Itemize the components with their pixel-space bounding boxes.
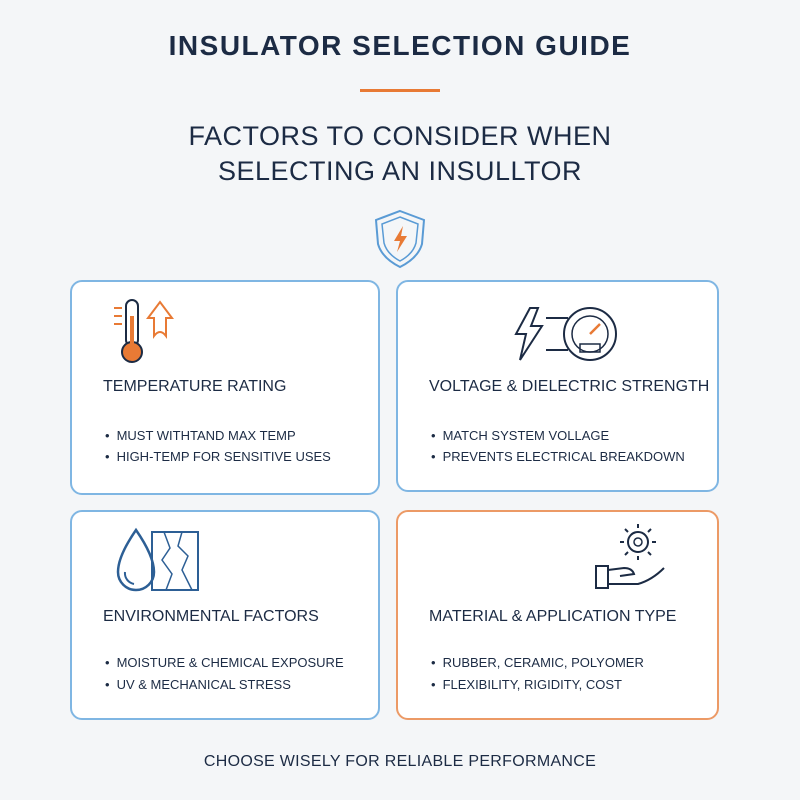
voltage-icon: [514, 307, 617, 361]
card-title: MATERIAL & APPLICATION TYPE: [429, 608, 677, 625]
card: MATERIAL & APPLICATION TYPE RUBBER, CERA…: [396, 510, 719, 720]
bullet: MUST WITHTAND MAX TEMP: [105, 428, 296, 443]
card-title: TEMPERATURE RATING: [103, 378, 287, 395]
bullet: MOISTURE & CHEMICAL EXPOSURE: [105, 655, 344, 670]
bullet: RUBBER, CERAMIC, POLYOMER: [431, 655, 644, 670]
divider: [360, 89, 440, 92]
card: VOLTAGE & DIELECTRIC STRENGTH MATCH SYST…: [396, 280, 719, 492]
environment-icon: [116, 527, 199, 592]
bullet: UV & MECHANICAL STRESS: [105, 677, 291, 692]
footer: CHOOSE WISELY FOR RELIABLE PERFORMANCE: [203, 753, 597, 770]
card: ENVIRONMENTAL FACTORS MOISTURE & CHEMICA…: [70, 510, 380, 720]
bullet: PREVENTS ELECTRICAL BREAKDOWN: [431, 449, 685, 464]
title: INSULATOR SELECTION GUIDE: [168, 30, 632, 61]
bullet: HIGH-TEMP FOR SENSITIVE USES: [105, 449, 331, 464]
shield-icon: [374, 209, 426, 269]
card-title: VOLTAGE & DIELECTRIC STRENGTH: [429, 378, 710, 395]
temperature-icon: [114, 299, 174, 363]
subtitle: SELECTING AN INSULLTOR: [217, 156, 583, 186]
bullet: MATCH SYSTEM VOLLAGE: [431, 428, 610, 443]
card: TEMPERATURE RATING MUST WITHTAND MAX TEM…: [70, 280, 380, 495]
subtitle: FACTORS TO CONSIDER WHEN: [188, 121, 612, 151]
bullet: FLEXIBILITY, RIGIDITY, COST: [431, 677, 622, 692]
material-icon: [595, 524, 665, 589]
card-title: ENVIRONMENTAL FACTORS: [103, 608, 319, 625]
